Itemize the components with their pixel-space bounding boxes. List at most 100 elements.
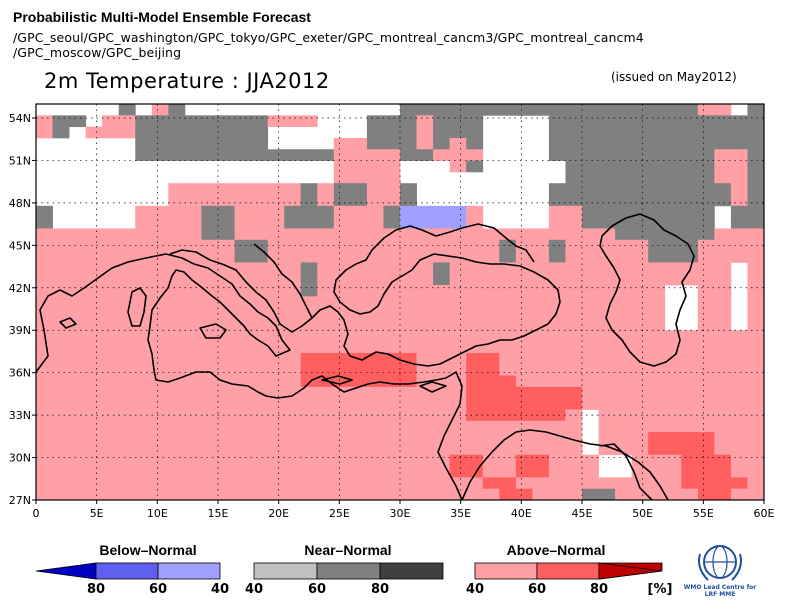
lon-label: 55E <box>693 507 714 520</box>
grid-cell <box>615 330 633 342</box>
grid-cell <box>151 239 169 252</box>
grid-cell <box>168 126 186 139</box>
grid-cell <box>433 115 451 128</box>
grid-cell <box>532 375 550 388</box>
grid-cell <box>499 352 517 365</box>
grid-cell <box>333 239 351 252</box>
grid-cell <box>664 251 682 263</box>
grid-cell <box>466 149 484 161</box>
grid-cell <box>102 251 120 263</box>
forecast-title: Probabilistic Multi-Model Ensemble Forec… <box>13 9 311 25</box>
grid-cell <box>747 420 765 433</box>
legend: Below–Normal Near–Normal Above–Normal 80… <box>35 542 756 598</box>
grid-cell <box>449 398 467 410</box>
grid-cell <box>69 115 87 128</box>
grid-cell <box>251 488 269 501</box>
grid-cell <box>582 228 599 241</box>
grid-cell <box>36 285 53 297</box>
grid-cell <box>251 126 269 139</box>
legend-above-40 <box>474 562 538 580</box>
grid-cell <box>333 398 351 410</box>
grid-cell <box>284 273 302 286</box>
grid-cell <box>416 217 434 229</box>
grid-cell <box>350 488 368 501</box>
grid-cell <box>366 262 384 275</box>
grid-cell <box>201 217 219 229</box>
grid-cell <box>515 432 533 444</box>
grid-cell <box>664 194 682 207</box>
grid-cell <box>151 454 169 467</box>
grid-cell <box>631 285 649 297</box>
grid-cell <box>565 307 583 320</box>
grid-cell <box>598 341 616 354</box>
grid-cell <box>747 296 765 309</box>
grid-cell <box>118 364 136 376</box>
grid-cell <box>184 409 202 422</box>
coastlines <box>35 213 695 501</box>
grid-cell <box>582 194 599 207</box>
grid-cell <box>615 228 633 241</box>
grid-cell <box>697 171 715 184</box>
lat-label: 54N <box>9 112 31 125</box>
grid-cell <box>383 409 401 422</box>
grid-cell <box>333 285 351 297</box>
grid-cell <box>449 126 467 139</box>
grid-cell <box>631 341 649 354</box>
lon-label: 10E <box>147 507 168 520</box>
grid-cell <box>681 104 699 116</box>
grid-cell <box>697 273 715 286</box>
grid-cell <box>582 364 599 376</box>
grid-cell <box>317 432 335 444</box>
grid-cell <box>482 443 500 456</box>
grid-cell <box>548 443 566 456</box>
grid-cell <box>681 149 699 161</box>
grid-cell <box>267 477 285 490</box>
coastline-crete <box>321 375 353 385</box>
grid-cell <box>251 239 269 252</box>
grid-cell <box>366 398 384 410</box>
grid-cell <box>234 239 252 252</box>
grid-cell <box>565 409 583 422</box>
grid-cell <box>151 477 169 490</box>
grid-cell <box>714 341 732 354</box>
grid-cell <box>350 443 368 456</box>
grid-cell <box>366 273 384 286</box>
legend-near-label-80: 80 <box>371 582 389 597</box>
grid-cell <box>433 477 451 490</box>
grid-cell <box>366 318 384 331</box>
grid-cell <box>615 364 633 376</box>
grid-cell <box>218 115 235 128</box>
grid-cell <box>85 126 103 139</box>
grid-cell <box>350 285 368 297</box>
grid-cell <box>648 205 666 218</box>
grid-cell <box>168 375 186 388</box>
grid-cell <box>36 341 53 354</box>
grid-cell <box>102 466 120 478</box>
grid-cell <box>681 137 699 150</box>
grid-cell <box>151 443 169 456</box>
grid-cell <box>251 432 269 444</box>
grid-cell <box>697 149 715 161</box>
grid-cell <box>515 341 533 354</box>
grid-cell <box>350 228 368 241</box>
grid-cell <box>499 228 517 241</box>
grid-cell <box>747 104 765 116</box>
grid-cell <box>730 466 748 478</box>
grid-cell <box>69 454 87 467</box>
grid-cell <box>151 330 169 342</box>
grid-cell <box>582 251 599 263</box>
grid-cell <box>333 251 351 263</box>
grid-cell <box>582 273 599 286</box>
grid-cell <box>184 307 202 320</box>
grid-cell <box>300 409 318 422</box>
grid-cell <box>102 228 120 241</box>
grid-cell <box>333 454 351 467</box>
grid-cell <box>400 443 417 456</box>
grid-cell <box>433 126 451 139</box>
grid-cell <box>69 228 87 241</box>
grid-cell <box>499 364 517 376</box>
grid-cell <box>317 386 335 399</box>
grid-cell <box>615 398 633 410</box>
grid-cell <box>416 115 434 128</box>
grid-cell <box>681 273 699 286</box>
